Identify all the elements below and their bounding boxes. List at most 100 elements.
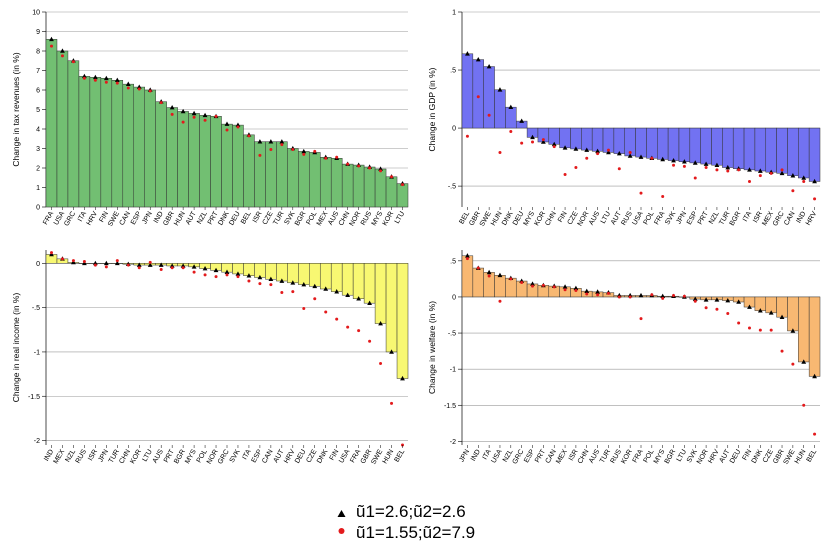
- x-tick-label: MYS: [184, 448, 198, 465]
- bar: [166, 107, 178, 208]
- x-tick-label: HRV: [707, 448, 721, 464]
- x-tick-label: BGR: [664, 449, 678, 466]
- marker-circle: [148, 260, 152, 264]
- bar: [689, 127, 701, 164]
- y-tick-label: 3: [36, 146, 40, 153]
- bar: [363, 166, 376, 208]
- bar: [635, 127, 647, 158]
- marker-triangle: [812, 178, 817, 184]
- bar: [67, 60, 80, 208]
- marker-triangle: [92, 74, 98, 80]
- bar: [232, 124, 244, 208]
- marker-circle: [531, 140, 535, 144]
- x-tick-label: HUN: [382, 449, 396, 466]
- marker-triangle: [224, 121, 230, 126]
- x-tick-label: MEX: [53, 448, 67, 465]
- x-tick-label: HRV: [805, 210, 819, 226]
- marker-circle: [71, 60, 75, 64]
- x-tick-label: CHN: [577, 449, 591, 466]
- bar: [309, 263, 321, 287]
- marker-triangle: [378, 320, 383, 326]
- marker-circle: [269, 147, 273, 151]
- x-tick-label: NOR: [577, 211, 591, 228]
- legend-label-series-1: ũ1=2.6;ũ2=2.6: [356, 502, 466, 521]
- marker-triangle: [725, 297, 731, 303]
- x-tick-label: MEX: [555, 448, 569, 465]
- marker-triangle: [486, 63, 492, 69]
- x-tick-label: HUN: [173, 211, 187, 228]
- y-axis-title: Change in GDP (in %): [427, 67, 437, 151]
- marker-circle: [60, 257, 64, 261]
- x-tick-label: JPN: [458, 449, 471, 464]
- marker-triangle: [465, 253, 470, 258]
- marker-circle: [170, 266, 174, 270]
- x-tick-label: DNK: [751, 448, 765, 465]
- marker-triangle: [616, 151, 622, 156]
- y-tick-label: -.5: [448, 184, 456, 191]
- marker-triangle: [747, 304, 752, 309]
- marker-circle: [346, 162, 350, 166]
- bar: [646, 127, 658, 159]
- marker-circle: [214, 275, 218, 279]
- marker-circle: [639, 191, 643, 195]
- marker-circle: [49, 251, 53, 255]
- marker-triangle: [257, 274, 263, 280]
- marker-circle: [758, 328, 762, 332]
- y-tick-label: 2: [36, 166, 40, 173]
- marker-circle: [552, 285, 556, 289]
- x-tick-label: FIN: [557, 211, 569, 224]
- legend-circle-marker: [338, 528, 345, 534]
- marker-circle: [93, 263, 97, 267]
- bar: [287, 148, 299, 208]
- y-tick-label: -1: [450, 367, 456, 374]
- marker-circle: [368, 166, 372, 170]
- x-tick-label: BEL: [240, 210, 253, 225]
- x-tick-label: CAN: [783, 211, 796, 227]
- x-tick-label: GRC: [512, 449, 526, 466]
- marker-triangle: [465, 51, 470, 56]
- x-tick-label: BEL: [394, 448, 407, 463]
- marker-circle: [563, 288, 567, 292]
- marker-circle: [313, 149, 317, 153]
- marker-circle: [791, 362, 795, 366]
- bar: [352, 164, 365, 208]
- chart-legend: ũ1=2.6;ũ2=2.6 ũ1=1.55;ũ2=7.9: [337, 502, 475, 542]
- marker-circle: [509, 130, 513, 134]
- y-tick-label: 10: [32, 10, 40, 17]
- marker-circle: [520, 141, 524, 145]
- y-tick-label: 4: [36, 127, 40, 134]
- marker-triangle: [790, 328, 796, 333]
- marker-circle: [780, 349, 784, 353]
- bar: [298, 151, 310, 208]
- bar: [700, 127, 712, 165]
- x-tick-label: DEU: [228, 211, 241, 227]
- marker-triangle: [268, 139, 274, 144]
- x-tick-label: ITA: [482, 448, 493, 461]
- marker-triangle: [779, 314, 785, 319]
- bar: [276, 141, 288, 208]
- bar: [385, 176, 398, 208]
- bar: [722, 127, 734, 168]
- bar: [254, 141, 266, 208]
- bar: [374, 263, 387, 324]
- marker-circle: [802, 179, 806, 183]
- marker-triangle: [757, 308, 763, 313]
- marker-triangle: [768, 310, 774, 315]
- bar: [188, 113, 200, 208]
- x-tick-label: KOR: [620, 449, 634, 466]
- marker-circle: [682, 294, 686, 298]
- x-tick-label: FIN: [742, 449, 754, 462]
- y-axis-title: Change in welfare (in %): [427, 301, 437, 394]
- marker-circle: [541, 283, 545, 287]
- marker-triangle: [323, 286, 329, 291]
- marker-triangle: [114, 260, 120, 266]
- marker-triangle: [345, 292, 351, 298]
- marker-triangle: [334, 289, 340, 294]
- marker-circle: [487, 274, 491, 278]
- marker-circle: [93, 78, 97, 82]
- bar: [798, 296, 810, 363]
- bar: [461, 53, 474, 129]
- bar: [711, 127, 723, 166]
- marker-circle: [291, 147, 295, 151]
